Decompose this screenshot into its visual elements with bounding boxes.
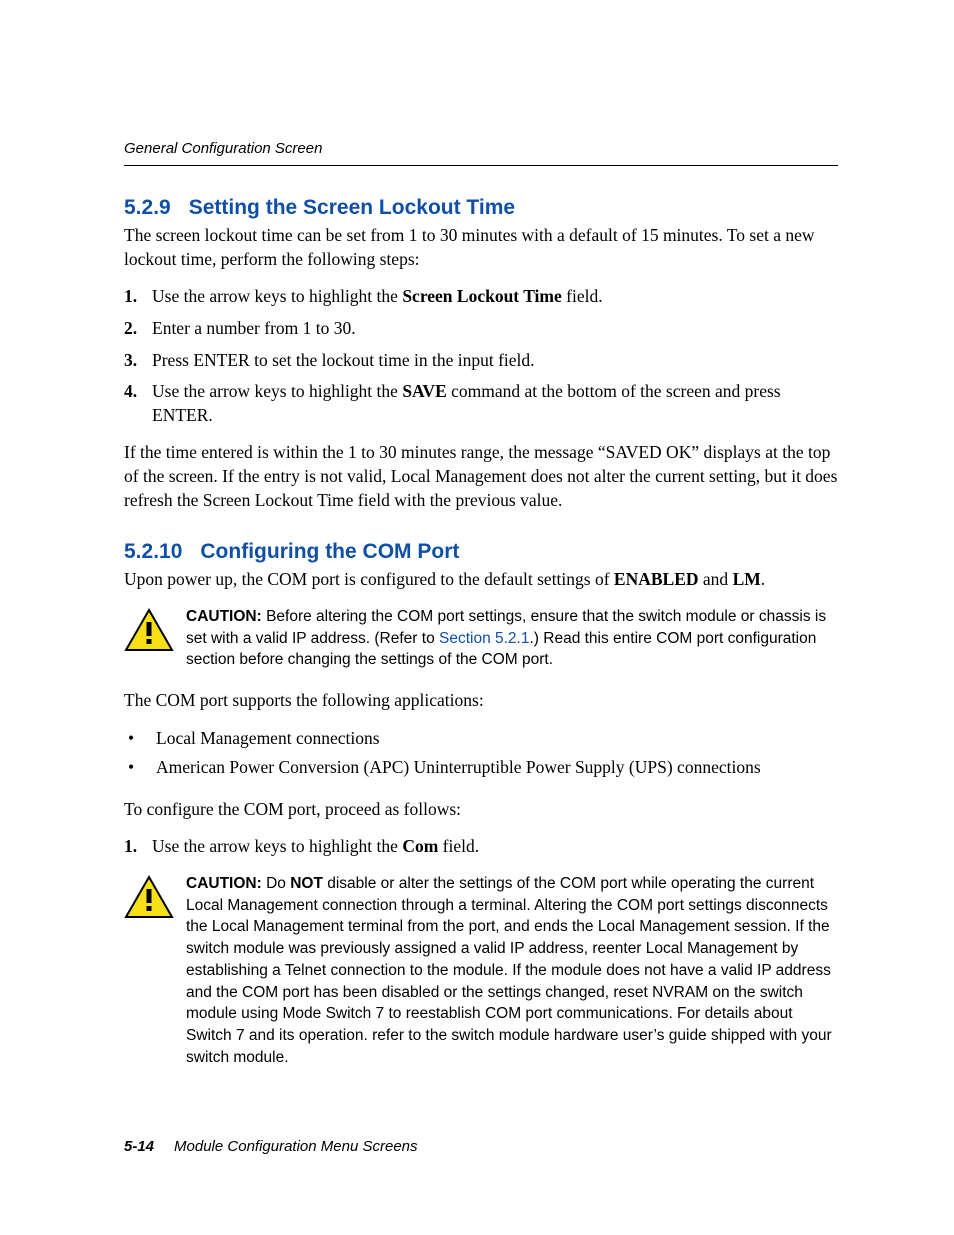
page-footer: 5-14 Module Configuration Menu Screens: [124, 1138, 838, 1155]
caution-text: CAUTION: Do NOT disable or alter the set…: [186, 873, 838, 1068]
document-page: General Configuration Screen 5.2.9 Settin…: [0, 0, 954, 1215]
step-text: Use the arrow keys to highlight the Scre…: [152, 285, 838, 309]
section-number: 5.2.9: [124, 196, 171, 220]
step-item: 1. Use the arrow keys to highlight the S…: [124, 285, 838, 309]
step-text: Use the arrow keys to highlight the SAVE…: [152, 380, 838, 427]
intro-paragraph: Upon power up, the COM port is configure…: [124, 568, 838, 592]
section-heading-5210: 5.2.10 Configuring the COM Port: [124, 540, 838, 564]
bullet-icon: •: [124, 727, 156, 751]
proc-intro: To configure the COM port, proceed as fo…: [124, 798, 838, 822]
caution-block-2: CAUTION: Do NOT disable or alter the set…: [124, 873, 838, 1068]
cross-reference-link[interactable]: Section 5.2.1: [439, 630, 529, 647]
section-title-text: Configuring the COM Port: [200, 540, 459, 563]
step-item: 3. Press ENTER to set the lockout time i…: [124, 349, 838, 373]
caution-block-1: CAUTION: Before altering the COM port se…: [124, 606, 838, 671]
step-number: 4.: [124, 380, 152, 404]
step-number: 1.: [124, 835, 152, 859]
section-body-5210: Upon power up, the COM port is configure…: [124, 568, 838, 1068]
list-item: • American Power Conversion (APC) Uninte…: [124, 756, 838, 780]
step-text: Press ENTER to set the lockout time in t…: [152, 349, 838, 373]
caution-icon: [124, 606, 186, 659]
outro-paragraph: If the time entered is within the 1 to 3…: [124, 441, 838, 512]
bullet-icon: •: [124, 756, 156, 780]
step-number: 2.: [124, 317, 152, 341]
list-item-text: Local Management connections: [156, 727, 380, 751]
caution-text: CAUTION: Before altering the COM port se…: [186, 606, 838, 671]
intro-paragraph: The screen lockout time can be set from …: [124, 224, 838, 271]
step-item: 4. Use the arrow keys to highlight the S…: [124, 380, 838, 427]
page-number: 5-14: [124, 1138, 154, 1155]
ordered-steps-529: 1. Use the arrow keys to highlight the S…: [124, 285, 838, 427]
running-header-text: General Configuration Screen: [124, 140, 322, 157]
ordered-steps-5210: 1. Use the arrow keys to highlight the C…: [124, 835, 838, 859]
section-title-text: Setting the Screen Lockout Time: [189, 196, 515, 219]
step-text: Enter a number from 1 to 30.: [152, 317, 838, 341]
caution-label: CAUTION:: [186, 875, 262, 892]
section-heading-529: 5.2.9 Setting the Screen Lockout Time: [124, 196, 838, 220]
list-item: • Local Management connections: [124, 727, 838, 751]
step-number: 1.: [124, 285, 152, 309]
section-body-529: The screen lockout time can be set from …: [124, 224, 838, 512]
apps-intro: The COM port supports the following appl…: [124, 689, 838, 713]
footer-chapter: Module Configuration Menu Screens: [174, 1138, 417, 1155]
section-number: 5.2.10: [124, 540, 182, 564]
caution-label: CAUTION:: [186, 608, 262, 625]
running-header: General Configuration Screen: [124, 140, 838, 166]
step-item: 1. Use the arrow keys to highlight the C…: [124, 835, 838, 859]
step-item: 2. Enter a number from 1 to 30.: [124, 317, 838, 341]
caution-icon: [124, 873, 186, 926]
apps-list: • Local Management connections • America…: [124, 727, 838, 780]
step-text: Use the arrow keys to highlight the Com …: [152, 835, 838, 859]
list-item-text: American Power Conversion (APC) Uninterr…: [156, 756, 761, 780]
step-number: 3.: [124, 349, 152, 373]
